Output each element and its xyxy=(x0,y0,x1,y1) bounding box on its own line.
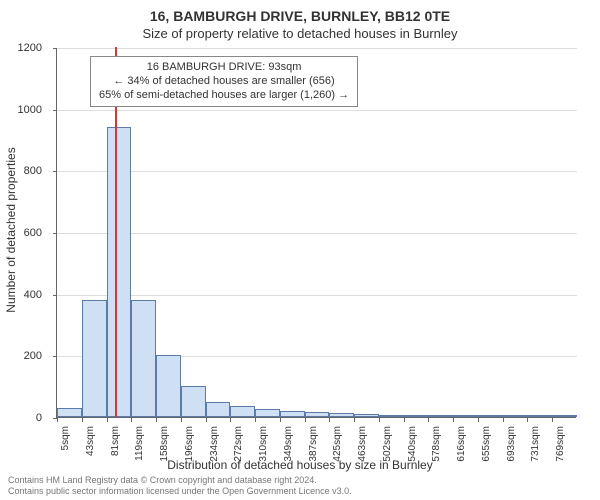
xtick-mark xyxy=(404,418,405,422)
gridline xyxy=(57,171,577,172)
xtick-label: 463sqm xyxy=(357,426,368,462)
ytick-mark xyxy=(53,171,57,172)
xtick-label: 693sqm xyxy=(506,426,517,462)
histogram-bar xyxy=(478,415,503,417)
info-line-3: 65% of semi-detached houses are larger (… xyxy=(99,89,349,103)
ytick-label: 200 xyxy=(0,350,48,362)
xtick-mark xyxy=(131,418,132,422)
xtick-label: 769sqm xyxy=(555,426,566,462)
ytick-label: 1000 xyxy=(0,104,48,116)
ytick-label: 1200 xyxy=(0,42,48,54)
xtick-mark xyxy=(379,418,380,422)
xtick-label: 731sqm xyxy=(530,426,541,462)
xtick-mark xyxy=(280,418,281,422)
page-subtitle: Size of property relative to detached ho… xyxy=(0,24,600,41)
info-annotation-box: 16 BAMBURGH DRIVE: 93sqm ← 34% of detach… xyxy=(90,56,358,107)
histogram-bar xyxy=(280,411,305,417)
footer-line-2: Contains public sector information licen… xyxy=(8,486,352,496)
xtick-mark xyxy=(527,418,528,422)
gridline xyxy=(57,295,577,296)
ytick-label: 400 xyxy=(0,289,48,301)
histogram-bar xyxy=(181,386,206,417)
xtick-mark xyxy=(230,418,231,422)
xtick-label: 349sqm xyxy=(283,426,294,462)
xtick-mark xyxy=(305,418,306,422)
histogram-bar xyxy=(305,412,330,417)
xtick-label: 387sqm xyxy=(308,426,319,462)
ytick-mark xyxy=(53,356,57,357)
xtick-mark xyxy=(156,418,157,422)
histogram-bar xyxy=(329,413,354,417)
histogram-bar xyxy=(255,409,280,417)
xtick-mark xyxy=(428,418,429,422)
histogram-bar xyxy=(354,414,379,417)
xtick-label: 616sqm xyxy=(456,426,467,462)
xtick-label: 310sqm xyxy=(258,426,269,462)
xtick-label: 578sqm xyxy=(431,426,442,462)
xtick-label: 234sqm xyxy=(209,426,220,462)
xtick-label: 158sqm xyxy=(159,426,170,462)
xtick-mark xyxy=(107,418,108,422)
ytick-mark xyxy=(53,48,57,49)
histogram-bar xyxy=(428,415,453,417)
histogram-bar xyxy=(107,127,132,417)
xtick-label: 425sqm xyxy=(332,426,343,462)
ytick-mark xyxy=(53,110,57,111)
chart-container: 16, BAMBURGH DRIVE, BURNLEY, BB12 0TE Si… xyxy=(0,0,600,500)
xtick-label: 540sqm xyxy=(407,426,418,462)
xtick-mark xyxy=(503,418,504,422)
ytick-label: 600 xyxy=(0,227,48,239)
histogram-bar xyxy=(453,415,478,417)
xtick-mark xyxy=(329,418,330,422)
ytick-label: 800 xyxy=(0,165,48,177)
histogram-bar xyxy=(131,300,156,417)
xtick-label: 81sqm xyxy=(110,426,121,456)
ytick-label: 0 xyxy=(0,412,48,424)
xtick-mark xyxy=(354,418,355,422)
footer-attribution: Contains HM Land Registry data © Crown c… xyxy=(8,475,352,496)
gridline xyxy=(57,233,577,234)
xtick-mark xyxy=(57,418,58,422)
histogram-bar xyxy=(206,402,231,417)
histogram-bar xyxy=(230,406,255,417)
ytick-mark xyxy=(53,233,57,234)
xtick-mark xyxy=(552,418,553,422)
xtick-mark xyxy=(255,418,256,422)
xtick-label: 5sqm xyxy=(60,426,71,450)
xtick-label: 43sqm xyxy=(85,426,96,456)
footer-line-1: Contains HM Land Registry data © Crown c… xyxy=(8,475,352,485)
ytick-mark xyxy=(53,295,57,296)
xtick-label: 655sqm xyxy=(481,426,492,462)
histogram-bar xyxy=(404,415,429,417)
histogram-bar xyxy=(527,415,552,417)
xtick-label: 502sqm xyxy=(382,426,393,462)
xtick-mark xyxy=(206,418,207,422)
page-title: 16, BAMBURGH DRIVE, BURNLEY, BB12 0TE xyxy=(0,0,600,24)
xtick-mark xyxy=(82,418,83,422)
gridline xyxy=(57,110,577,111)
xtick-label: 119sqm xyxy=(134,426,145,461)
histogram-bar xyxy=(503,415,528,417)
histogram-bar xyxy=(379,415,404,417)
histogram-bar xyxy=(57,408,82,417)
histogram-bar xyxy=(156,355,181,417)
histogram-bar xyxy=(552,415,577,417)
x-axis-label: Distribution of detached houses by size … xyxy=(0,458,600,472)
xtick-label: 272sqm xyxy=(233,426,244,462)
xtick-mark xyxy=(478,418,479,422)
info-line-1: 16 BAMBURGH DRIVE: 93sqm xyxy=(99,61,349,75)
info-line-2: ← 34% of detached houses are smaller (65… xyxy=(99,75,349,89)
gridline xyxy=(57,48,577,49)
xtick-mark xyxy=(453,418,454,422)
xtick-mark xyxy=(181,418,182,422)
xtick-label: 196sqm xyxy=(184,426,195,462)
histogram-bar xyxy=(82,300,107,417)
